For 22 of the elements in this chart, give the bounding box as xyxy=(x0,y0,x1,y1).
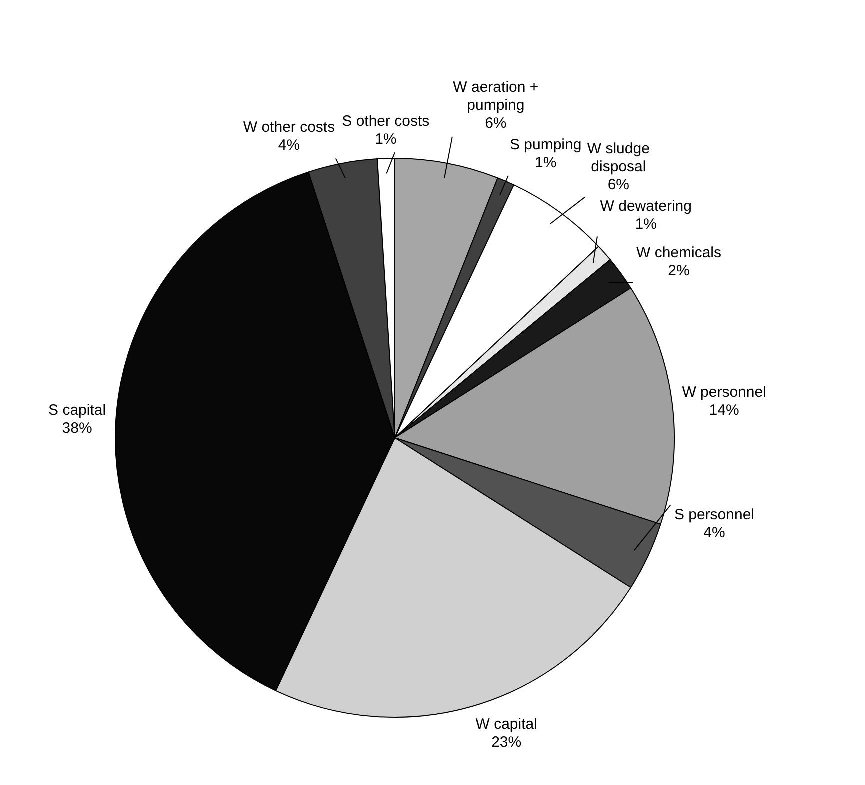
data-label: 1% xyxy=(534,154,557,172)
slice-label: W capital xyxy=(476,716,538,734)
data-label: 1% xyxy=(635,216,657,234)
data-label: 6% xyxy=(608,176,630,194)
data-label: 6% xyxy=(485,115,507,132)
data-label: 2% xyxy=(668,262,690,280)
data-label: 4% xyxy=(704,524,726,542)
data-label: 38% xyxy=(62,420,92,437)
slice-label: S personnel xyxy=(674,506,755,524)
data-label: 1% xyxy=(375,130,397,148)
slice-label: W chemicals xyxy=(636,244,722,262)
slice-label: S capital xyxy=(48,402,106,419)
data-label: 4% xyxy=(278,136,300,154)
slice-label: S other costs xyxy=(342,112,430,130)
slice-label: W personnel xyxy=(682,384,766,401)
slice-label: W dewatering xyxy=(600,198,692,216)
slice-label: W other costs xyxy=(243,118,336,136)
slice-label: W aeration + pumping xyxy=(453,79,539,114)
data-label: 23% xyxy=(492,734,522,752)
data-label: 14% xyxy=(709,402,740,419)
slice-label: S pumping xyxy=(510,136,582,154)
slice-label: W sludge disposal xyxy=(587,140,650,176)
